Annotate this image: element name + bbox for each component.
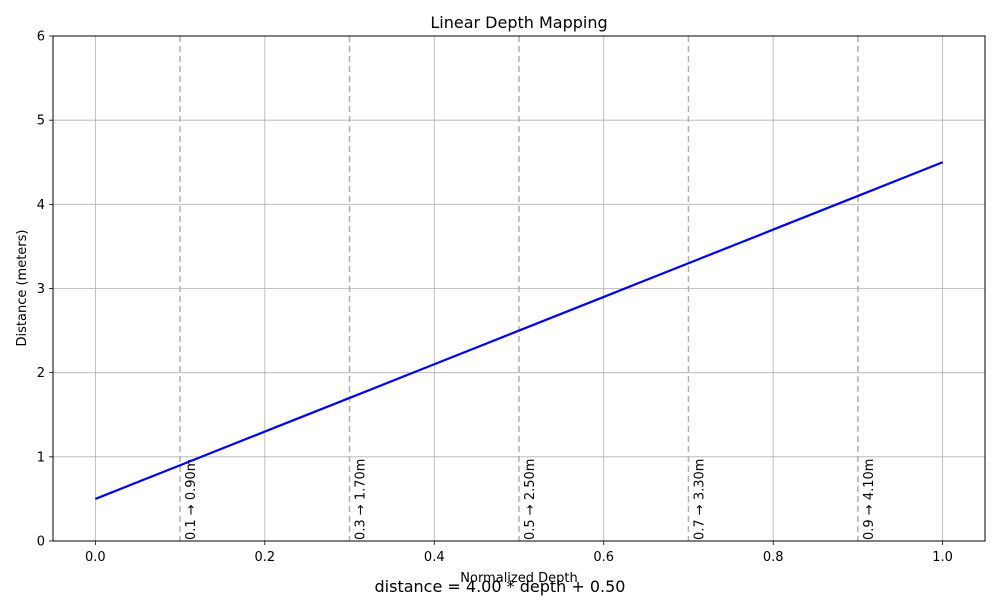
reference-line-label: 0.1 → 0.90m (184, 459, 199, 540)
reference-line-label: 0.7 → 3.30m (692, 459, 707, 540)
series-layer (94, 161, 944, 500)
reference-line-label: 0.9 → 4.10m (862, 459, 877, 540)
series-line (94, 161, 944, 500)
reference-line-label: 0.5 → 2.50m (523, 459, 538, 540)
y-tick-label: 6 (37, 30, 45, 45)
x-tick-label: 0.8 (763, 550, 784, 565)
y-tick-label: 0 (37, 535, 45, 550)
x-tick-label: 1.0 (932, 550, 953, 565)
formula-caption: distance = 4.00 * depth + 0.50 (374, 577, 626, 596)
x-tick-label: 0.2 (254, 550, 275, 565)
x-tick-label: 0.0 (85, 550, 106, 565)
x-tick-label: 0.6 (593, 550, 614, 565)
axis-ticks: 0.0 0.2 0.4 0.6 0.8 1.0 0 1 2 3 4 5 6 (37, 30, 953, 566)
y-tick-label: 5 (37, 114, 45, 129)
x-axis-label: Normalized Depth (460, 571, 577, 586)
chart-title: Linear Depth Mapping (430, 13, 607, 32)
y-tick-label: 4 (37, 198, 45, 213)
y-tick-label: 2 (37, 366, 45, 381)
y-tick-label: 3 (37, 282, 45, 297)
y-axis-label: Distance (meters) (15, 230, 30, 347)
y-tick-label: 1 (37, 450, 45, 465)
x-tick-label: 0.4 (424, 550, 445, 565)
reference-line-label: 0.3 → 1.70m (354, 459, 369, 540)
reference-lines: 0.1 → 0.90m 0.3 → 1.70m 0.5 → 2.50m 0.7 → 3… (179, 36, 877, 541)
